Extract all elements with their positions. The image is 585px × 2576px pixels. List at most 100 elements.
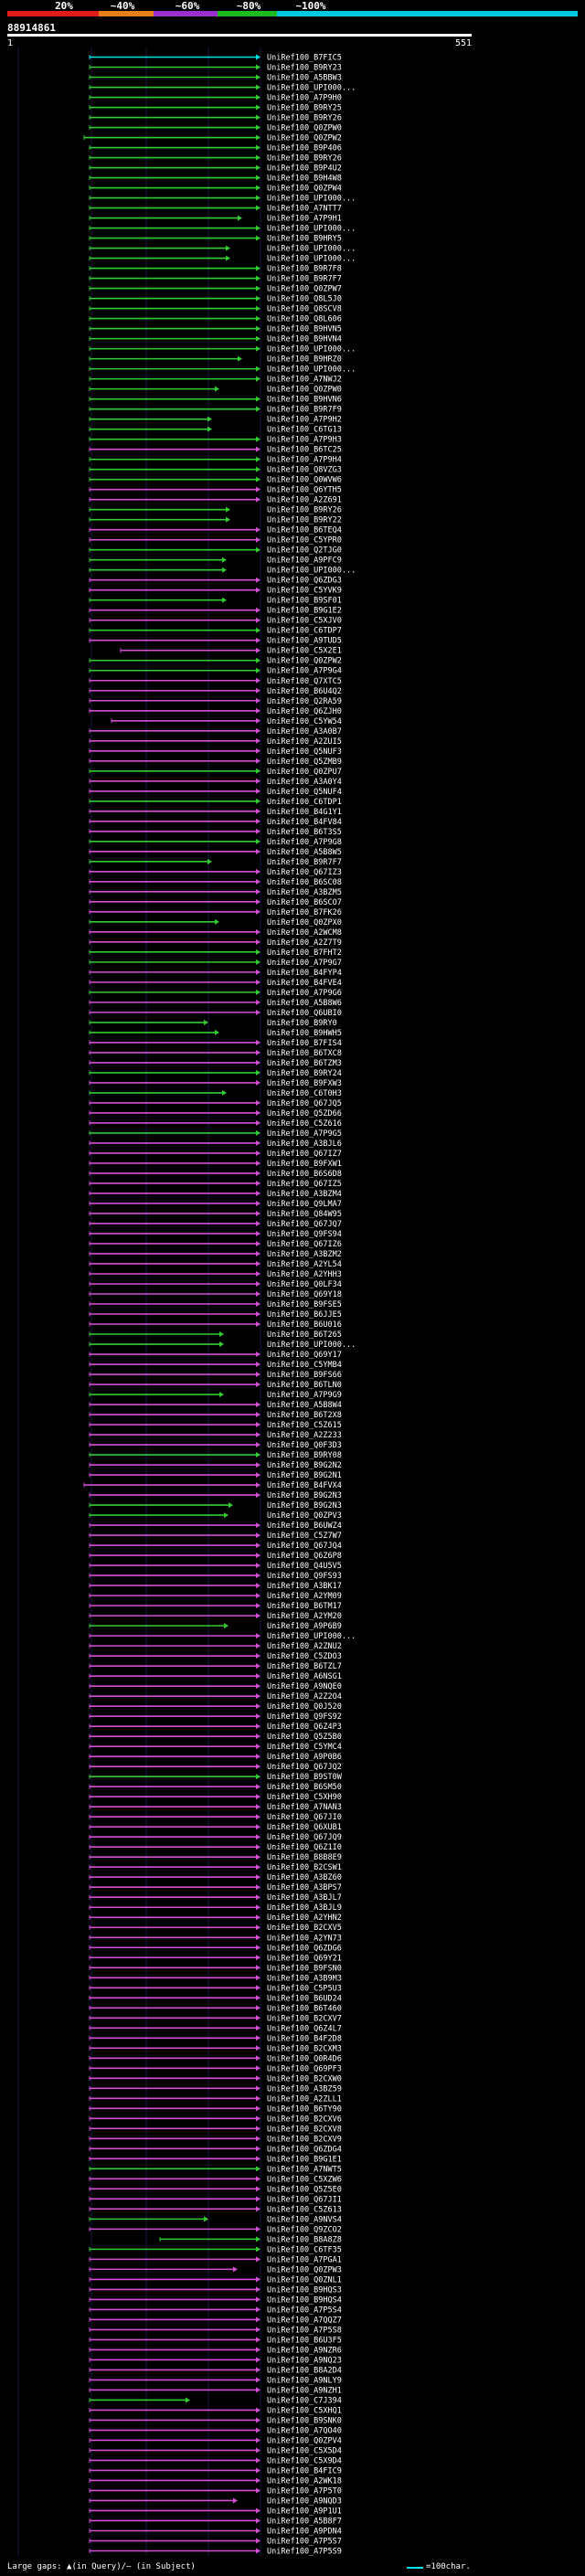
hit-row[interactable]: UniRef100_Q8VZG3 [89, 466, 342, 475]
hit-row[interactable]: UniRef100_Q7XTC5 [89, 677, 342, 686]
hit-row[interactable]: UniRef100_B2CXV7 [89, 2014, 342, 2023]
hit-row[interactable]: UniRef100_C5YW54 [111, 717, 342, 726]
hit-row[interactable]: UniRef100_Q6ZJH0 [89, 707, 342, 716]
hit-row[interactable]: UniRef100_A9NLY9 [89, 2376, 342, 2385]
hit-row[interactable]: UniRef100_Q0ZPW4 [89, 185, 342, 194]
hit-row[interactable]: UniRef100_B6TC25 [89, 446, 342, 455]
hit-row[interactable]: UniRef100_C5XJV0 [89, 617, 342, 626]
hit-row[interactable]: UniRef100_Q67JQ5 [89, 1099, 342, 1108]
hit-row[interactable]: UniRef100_B9G2N2 [89, 1461, 342, 1470]
hit-row[interactable]: UniRef100_B9RY22 [89, 516, 342, 525]
hit-row[interactable]: UniRef100_Q67IZ6 [89, 1240, 342, 1249]
hit-row[interactable]: UniRef100_Q67IZ5 [89, 1180, 342, 1189]
hit-row[interactable]: UniRef100_A7P9G4 [89, 667, 342, 676]
hit-row[interactable]: UniRef100_Q0ZPV4 [89, 2436, 342, 2445]
hit-row[interactable]: UniRef100_C5Z615 [89, 1421, 342, 1430]
hit-row[interactable]: UniRef100_B9RY25 [89, 104, 342, 113]
hit-row[interactable]: UniRef100_A7P9G6 [89, 989, 342, 998]
hit-row[interactable]: UniRef100_B4FVE4 [89, 979, 342, 988]
hit-row[interactable]: UniRef100_B9H4W8 [89, 175, 342, 184]
hit-row[interactable]: UniRef100_Q5Z5B0 [89, 1733, 342, 1742]
hit-row[interactable]: UniRef100_B7FIC5 [89, 54, 342, 63]
hit-row[interactable]: UniRef100_Q0ZNL1 [89, 2275, 342, 2284]
hit-row[interactable]: UniRef100_Q6ZDG6 [89, 1944, 342, 1953]
hit-row[interactable]: UniRef100_B9HVN4 [89, 335, 342, 345]
hit-row[interactable]: UniRef100_Q8L5J0 [89, 295, 342, 304]
hit-row[interactable]: UniRef100_UPI000... [89, 225, 356, 234]
hit-row[interactable]: UniRef100_B9R7F9 [89, 406, 342, 415]
hit-row[interactable]: UniRef100_B6SC08 [89, 878, 342, 887]
hit-row[interactable]: UniRef100_C5XHQ1 [89, 2406, 342, 2415]
hit-row[interactable]: UniRef100_A7P9G9 [89, 1391, 342, 1400]
hit-row[interactable]: UniRef100_B4FYP4 [89, 969, 342, 978]
hit-row[interactable]: UniRef100_A3BJL7 [89, 1893, 342, 1903]
hit-row[interactable]: UniRef100_Q8L606 [89, 315, 342, 324]
hit-row[interactable]: UniRef100_A5B8F7 [89, 2517, 342, 2526]
hit-row[interactable]: UniRef100_B8A2D4 [89, 2366, 342, 2375]
hit-row[interactable]: UniRef100_A7P9G8 [89, 838, 342, 847]
hit-row[interactable]: UniRef100_A2WCM8 [89, 928, 342, 938]
hit-row[interactable]: UniRef100_A9NQE0 [89, 1682, 342, 1691]
hit-row[interactable]: UniRef100_B9ST0W [89, 1773, 343, 1782]
hit-row[interactable]: UniRef100_B9HQS4 [89, 2295, 342, 2305]
hit-row[interactable]: UniRef100_B8A8Z8 [159, 2235, 342, 2244]
hit-row[interactable]: UniRef100_A2Z233 [89, 1431, 342, 1440]
hit-row[interactable]: UniRef100_Q69PF3 [89, 2064, 342, 2073]
hit-row[interactable]: UniRef100_C6T0H3 [89, 1089, 342, 1098]
hit-row[interactable]: UniRef100_UPI000... [89, 366, 356, 375]
hit-row[interactable]: UniRef100_B9FSN0 [89, 1964, 342, 1973]
hit-row[interactable]: UniRef100_B2CXV8 [89, 2125, 342, 2134]
hit-row[interactable]: UniRef100_A3BZM4 [89, 1190, 342, 1199]
hit-row[interactable]: UniRef100_B8B8E9 [89, 1853, 342, 1862]
hit-row[interactable]: UniRef100_Q0ZPU7 [89, 768, 342, 777]
hit-row[interactable]: UniRef100_B9G2N3 [89, 1491, 342, 1500]
hit-row[interactable]: UniRef100_A9PDN4 [89, 2527, 342, 2536]
hit-row[interactable]: UniRef100_A7P5T0 [89, 2486, 342, 2496]
hit-row[interactable]: UniRef100_B6T265 [89, 1330, 342, 1340]
hit-row[interactable]: UniRef100_Q2TJG0 [89, 546, 342, 556]
hit-row[interactable]: UniRef100_A2Z691 [89, 496, 342, 505]
hit-row[interactable]: UniRef100_C5XZW6 [89, 2175, 342, 2184]
hit-row[interactable]: UniRef100_A7P5S8 [89, 2326, 342, 2335]
hit-row[interactable]: UniRef100_C5YMB4 [89, 1361, 342, 1370]
hit-row[interactable]: UniRef100_B9SNK0 [89, 2416, 342, 2425]
hit-row[interactable]: UniRef100_C5Z7W7 [89, 1532, 342, 1541]
hit-row[interactable]: UniRef100_Q67IZ3 [89, 868, 342, 877]
hit-row[interactable]: UniRef100_Q2RA59 [89, 697, 342, 706]
hit-row[interactable]: UniRef100_B6TLN0 [89, 1381, 342, 1390]
hit-row[interactable]: UniRef100_UPI000... [89, 195, 356, 204]
hit-row[interactable]: UniRef100_B6UWZ4 [89, 1521, 342, 1531]
hit-row[interactable]: UniRef100_B6T2X8 [89, 1411, 342, 1420]
hit-row[interactable]: UniRef100_Q67JQ7 [89, 1220, 342, 1229]
hit-row[interactable]: UniRef100_Q6YTH5 [89, 486, 342, 495]
hit-row[interactable]: UniRef100_C6TG13 [89, 426, 342, 435]
hit-row[interactable]: UniRef100_B6UD24 [89, 1994, 342, 2003]
hit-row[interactable]: UniRef100_B9HRZ0 [89, 355, 342, 365]
hit-row[interactable]: UniRef100_Q0ZPV3 [89, 1511, 342, 1521]
hit-row[interactable]: UniRef100_C5YVK9 [89, 587, 342, 596]
hit-row[interactable]: UniRef100_B6SCO7 [89, 898, 342, 907]
hit-row[interactable]: UniRef100_B2CSW1 [89, 1863, 342, 1872]
hit-row[interactable]: UniRef100_B9G2N1 [89, 1471, 342, 1480]
hit-row[interactable]: UniRef100_Q9LMA7 [89, 1200, 342, 1209]
hit-row[interactable]: UniRef100_Q67JQ9 [89, 1833, 342, 1842]
hit-row[interactable]: UniRef100_Q6Z1I0 [89, 1843, 342, 1852]
hit-row[interactable]: UniRef100_C5XH90 [89, 1793, 342, 1802]
hit-row[interactable]: UniRef100_UPI000... [89, 255, 356, 264]
hit-row[interactable]: UniRef100_Q6UBI0 [89, 1009, 342, 1018]
hit-row[interactable]: UniRef100_A3BZ60 [89, 1873, 342, 1882]
hit-row[interactable]: UniRef100_A6NSG1 [89, 1672, 342, 1681]
hit-row[interactable]: UniRef100_A2YM20 [89, 1612, 342, 1621]
hit-row[interactable]: UniRef100_UPI000... [89, 1341, 356, 1350]
hit-row[interactable]: UniRef100_UPI000... [89, 245, 356, 254]
hit-row[interactable]: UniRef100_B6JJE5 [89, 1310, 342, 1320]
hit-row[interactable]: UniRef100_UPI000... [89, 1632, 356, 1641]
hit-row[interactable]: UniRef100_Q0ZPX0 [89, 918, 342, 928]
hit-row[interactable]: UniRef100_B9G2N3 [89, 1501, 342, 1511]
hit-row[interactable]: UniRef100_Q0J520 [89, 1702, 342, 1712]
hit-row[interactable]: UniRef100_A9P6B9 [89, 1622, 342, 1631]
hit-row[interactable]: UniRef100_C5X5D4 [89, 2446, 342, 2455]
hit-row[interactable]: UniRef100_A9NVS4 [89, 2215, 342, 2224]
hit-row[interactable]: UniRef100_A2Z7T9 [89, 938, 342, 948]
hit-row[interactable]: UniRef100_B6SM50 [89, 1783, 342, 1792]
